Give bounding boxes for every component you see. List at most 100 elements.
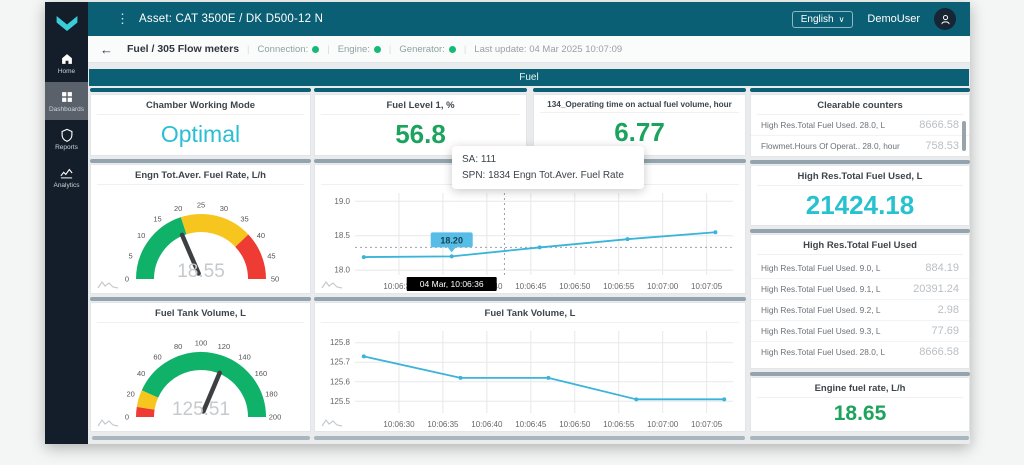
svg-text:160: 160 — [254, 369, 267, 378]
widget-drag-handle[interactable] — [750, 88, 970, 92]
chevron-down-icon: ∨ — [839, 15, 845, 24]
sparkline-icon — [97, 279, 119, 289]
app-logo[interactable] — [45, 2, 88, 44]
counter-row: High Res.Total Fuel Used. 9.3, L77.69 — [751, 321, 969, 342]
counter-row: High Res.Total Fuel Used. 28.0, L8666.58 — [751, 115, 969, 136]
reports-shield-icon — [60, 128, 74, 142]
svg-text:50: 50 — [270, 275, 278, 284]
counter-row: High Res.Total Fuel Used. 9.2, L2.98 — [751, 300, 969, 321]
svg-text:0: 0 — [124, 413, 128, 422]
language-select[interactable]: English ∨ — [792, 11, 854, 28]
status-dot — [449, 46, 456, 53]
svg-text:25: 25 — [196, 201, 204, 210]
widget-drag-handle[interactable] — [90, 297, 311, 301]
sparkline-icon — [97, 417, 119, 427]
sidebar: Home Dashboards Reports Analytics — [45, 2, 88, 444]
horizontal-scrollbar[interactable] — [314, 436, 745, 440]
topbar: ⋮ Asset: CAT 3500E / DK D500-12 N Englis… — [88, 2, 970, 36]
last-update: Last update: 04 Mar 2025 10:07:09 — [474, 44, 622, 55]
chart-tooltip: SA: 111 SPN: 1834 Engn Tot.Aver. Fuel Ra… — [452, 146, 644, 189]
svg-text:60: 60 — [153, 353, 161, 362]
status-engine: Engine: — [338, 44, 381, 55]
svg-text:125.7: 125.7 — [330, 358, 351, 367]
vertical-scrollbar[interactable] — [962, 121, 966, 151]
svg-text:40: 40 — [256, 231, 264, 240]
svg-text:10:06:40: 10:06:40 — [471, 420, 503, 429]
sidebar-item-analytics[interactable]: Analytics — [45, 158, 88, 196]
more-menu-icon[interactable]: ⋮ — [116, 11, 129, 27]
widget-high-res-total: High Res.Total Fuel Used, L 21424.18 — [750, 165, 970, 226]
avatar[interactable] — [934, 8, 956, 30]
svg-text:10:07:00: 10:07:00 — [647, 282, 679, 291]
counter-row: High Res.Total Fuel Used. 28.0, L8666.58 — [751, 342, 969, 362]
svg-text:10:06:55: 10:06:55 — [603, 420, 635, 429]
svg-text:10:07:05: 10:07:05 — [691, 282, 723, 291]
widget-title: Engn Tot.Aver. Fuel Rate, L/h — [97, 165, 304, 185]
widget-fuel-rate-gauge: Engn Tot.Aver. Fuel Rate, L/h 0510152025… — [90, 164, 311, 294]
widget-drag-handle[interactable] — [90, 88, 311, 92]
svg-text:15: 15 — [153, 215, 161, 224]
user-icon — [939, 13, 952, 26]
widget-drag-handle[interactable] — [750, 372, 970, 376]
asset-title: Asset: CAT 3500E / DK D500-12 N — [139, 13, 323, 25]
svg-text:10:06:35: 10:06:35 — [427, 420, 459, 429]
svg-text:19.0: 19.0 — [334, 197, 350, 206]
counter-row: Flowmet.Hours Of Operat.. 28.0, hour758.… — [751, 136, 969, 157]
widget-title: Fuel Level 1, % — [321, 95, 520, 115]
status-dot — [312, 46, 319, 53]
gauge-chart-fuel-rate[interactable]: 0510152025303540455018.55 — [95, 185, 307, 289]
widget-drag-handle[interactable] — [533, 88, 746, 92]
sidebar-item-dashboards[interactable]: Dashboards — [45, 82, 88, 120]
sidebar-item-label: Home — [58, 68, 75, 75]
svg-text:125.8: 125.8 — [330, 338, 351, 347]
fuel-level-value: 56.8 — [395, 119, 446, 150]
group-header-fuel[interactable]: Fuel — [89, 69, 969, 86]
svg-text:100: 100 — [194, 339, 207, 348]
chamber-mode-value: Optimal — [161, 121, 240, 148]
dashboards-grid-icon — [60, 90, 74, 104]
analytics-chart-icon — [59, 166, 74, 180]
breadcrumb: Fuel / 305 Flow meters — [127, 43, 239, 55]
sidebar-item-label: Reports — [55, 144, 78, 151]
svg-text:10:06:50: 10:06:50 — [559, 420, 591, 429]
widget-drag-handle[interactable] — [90, 159, 311, 163]
svg-text:180: 180 — [265, 390, 278, 399]
widget-tank-volume-chart: Fuel Tank Volume, L 10:06:3010:06:3510:0… — [314, 302, 746, 432]
svg-text:10:06:45: 10:06:45 — [515, 420, 547, 429]
counter-row: High Res.Total Fuel Used. 9.1, L20391.24 — [751, 279, 969, 300]
home-icon — [60, 52, 74, 66]
widget-title: 134_Operating time on actual fuel volume… — [540, 95, 739, 113]
widget-tank-volume-gauge: Fuel Tank Volume, L 02040608010012014016… — [90, 302, 311, 432]
sidebar-item-reports[interactable]: Reports — [45, 120, 88, 158]
gauge-chart-tank-volume[interactable]: 020406080100120140160180200125.51 — [95, 323, 307, 427]
widget-engine-fuel-rate: Engine fuel rate, L/h 18.65 — [750, 377, 970, 432]
horizontal-scrollbar[interactable] — [750, 436, 969, 440]
line-chart-tank-volume[interactable]: 10:06:30 10:06:35 10:06:40 10:06:45 10:06:50… — [315, 323, 745, 432]
tooltip-sa: SA: 111 — [462, 152, 634, 168]
svg-text:125.51: 125.51 — [171, 399, 229, 420]
widget-title: Clearable counters — [757, 95, 963, 115]
back-button[interactable]: ← — [100, 42, 113, 57]
status-dot — [374, 46, 381, 53]
sidebar-item-home[interactable]: Home — [45, 44, 88, 82]
svg-text:18.5: 18.5 — [334, 231, 350, 240]
widget-title: Engine fuel rate, L/h — [757, 378, 963, 398]
svg-text:140: 140 — [238, 353, 251, 362]
line-chart-fuel-rate[interactable]: 10:06:3010:06:3510:06:4010:06:4510:06:50… — [315, 185, 745, 294]
svg-text:10:06:30: 10:06:30 — [383, 420, 415, 429]
widget-drag-handle[interactable] — [314, 297, 746, 301]
widget-drag-handle[interactable] — [750, 160, 970, 164]
svg-text:10:06:50: 10:06:50 — [559, 282, 591, 291]
widget-drag-handle[interactable] — [314, 88, 527, 92]
svg-text:18.20: 18.20 — [440, 235, 463, 245]
widget-clearable-counters: Clearable counters High Res.Total Fuel U… — [750, 94, 970, 157]
svg-text:125.5: 125.5 — [330, 397, 351, 406]
svg-text:0: 0 — [124, 275, 128, 284]
widget-drag-handle[interactable] — [750, 229, 970, 233]
sparkline-icon — [321, 417, 343, 427]
chevron-logo-icon — [54, 15, 80, 32]
svg-text:200: 200 — [268, 413, 281, 422]
widget-title: High Res.Total Fuel Used — [757, 235, 963, 255]
svg-text:120: 120 — [217, 342, 230, 351]
horizontal-scrollbar[interactable] — [92, 436, 310, 440]
